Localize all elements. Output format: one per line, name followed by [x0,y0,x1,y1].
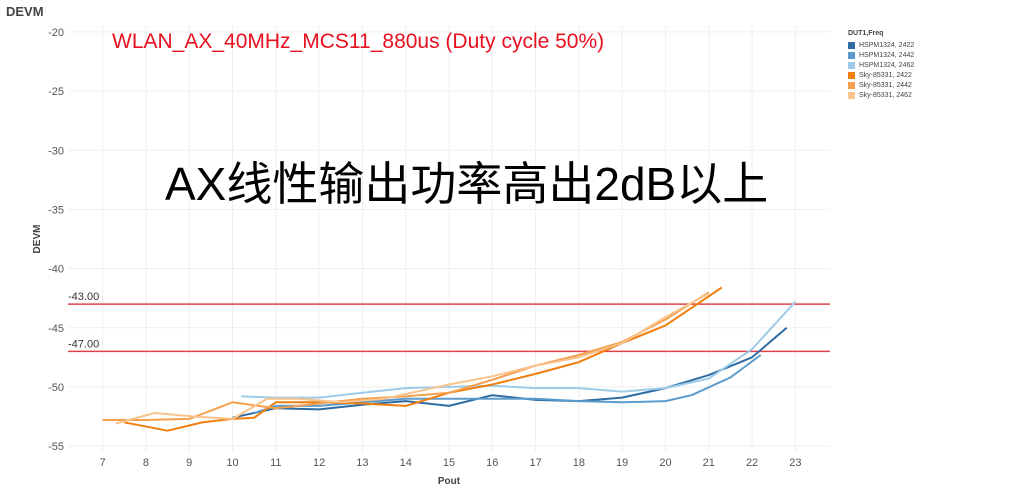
x-tick-label: 14 [400,457,412,469]
x-tick-label: 13 [356,457,368,469]
series-line-5 [102,291,710,421]
y-tick-label: -50 [48,382,64,394]
legend-swatch [848,81,855,89]
y-tick-label: -25 [48,86,64,98]
legend-title: DUT1,Freq [848,30,884,37]
series-line-1 [232,327,788,419]
x-tick-label: 17 [529,457,541,469]
page-heading: DEVM [6,4,44,19]
y-tick-label: -30 [48,145,64,157]
y-tick-label: -20 [48,27,64,39]
legend-label: HSPM1324, 2442 [859,51,915,59]
legend-swatch [848,91,855,99]
series-line-6 [115,292,710,425]
legend-item: Sky-85331, 2442 [848,80,914,90]
y-axis-label: DEVM [32,225,43,254]
x-tick-label: 15 [443,457,455,469]
legend-item: Sky-85331, 2462 [848,90,914,100]
legend-item: HSPM1324, 2442 [848,50,914,60]
x-tick-label: 12 [313,457,325,469]
chart-annotation: WLAN_AX_40MHz_MCS11_880us (Duty cycle 50… [112,30,605,53]
reference-line-label: -47.00 [68,338,99,350]
legend-items: HSPM1324, 2422 HSPM1324, 2442 HSPM1324, 24… [848,40,914,100]
legend-swatch [848,71,855,79]
legend-label: Sky-85331, 2442 [859,81,912,89]
legend-label: HSPM1324, 2422 [859,41,915,49]
x-tick-label: 8 [143,457,149,469]
legend-swatch [848,61,855,69]
legend-item: Sky-85331, 2422 [848,70,914,80]
legend-swatch [848,51,855,59]
legend-label: HSPM1324, 2462 [859,61,915,69]
legend-label: Sky-85331, 2462 [859,91,912,99]
y-tick-label: -45 [48,323,64,335]
legend-swatch [848,41,855,49]
x-tick-label: 9 [186,457,192,469]
x-tick-label: 20 [659,457,671,469]
y-tick-label: -35 [48,204,64,216]
legend-item: HSPM1324, 2422 [848,40,914,50]
x-tick-label: 23 [789,457,801,469]
x-tick-label: 7 [100,457,106,469]
legend-item: HSPM1324, 2462 [848,60,914,70]
x-tick-label: 21 [703,457,715,469]
reference-line-label: -43.00 [68,291,99,303]
y-tick-label: -55 [48,441,64,453]
x-tick-label: 19 [616,457,628,469]
series-line-3 [241,301,797,399]
overlay-caption: AX线性输出功率高出2dB以上 [165,158,769,210]
legend: DUT1,Freq HSPM1324, 2422 HSPM1324, 2442 HS… [848,30,914,100]
x-tick-label: 16 [486,457,498,469]
x-tick-label: 22 [746,457,758,469]
y-tick-label: -40 [48,264,64,276]
x-tick-label: 18 [573,457,585,469]
x-tick-label: 10 [226,457,238,469]
x-tick-label: 11 [270,457,281,469]
series-line-2 [253,354,762,414]
legend-label: Sky-85331, 2422 [859,71,912,79]
x-axis-label: Pout [438,476,461,487]
series-line-4 [124,286,723,432]
